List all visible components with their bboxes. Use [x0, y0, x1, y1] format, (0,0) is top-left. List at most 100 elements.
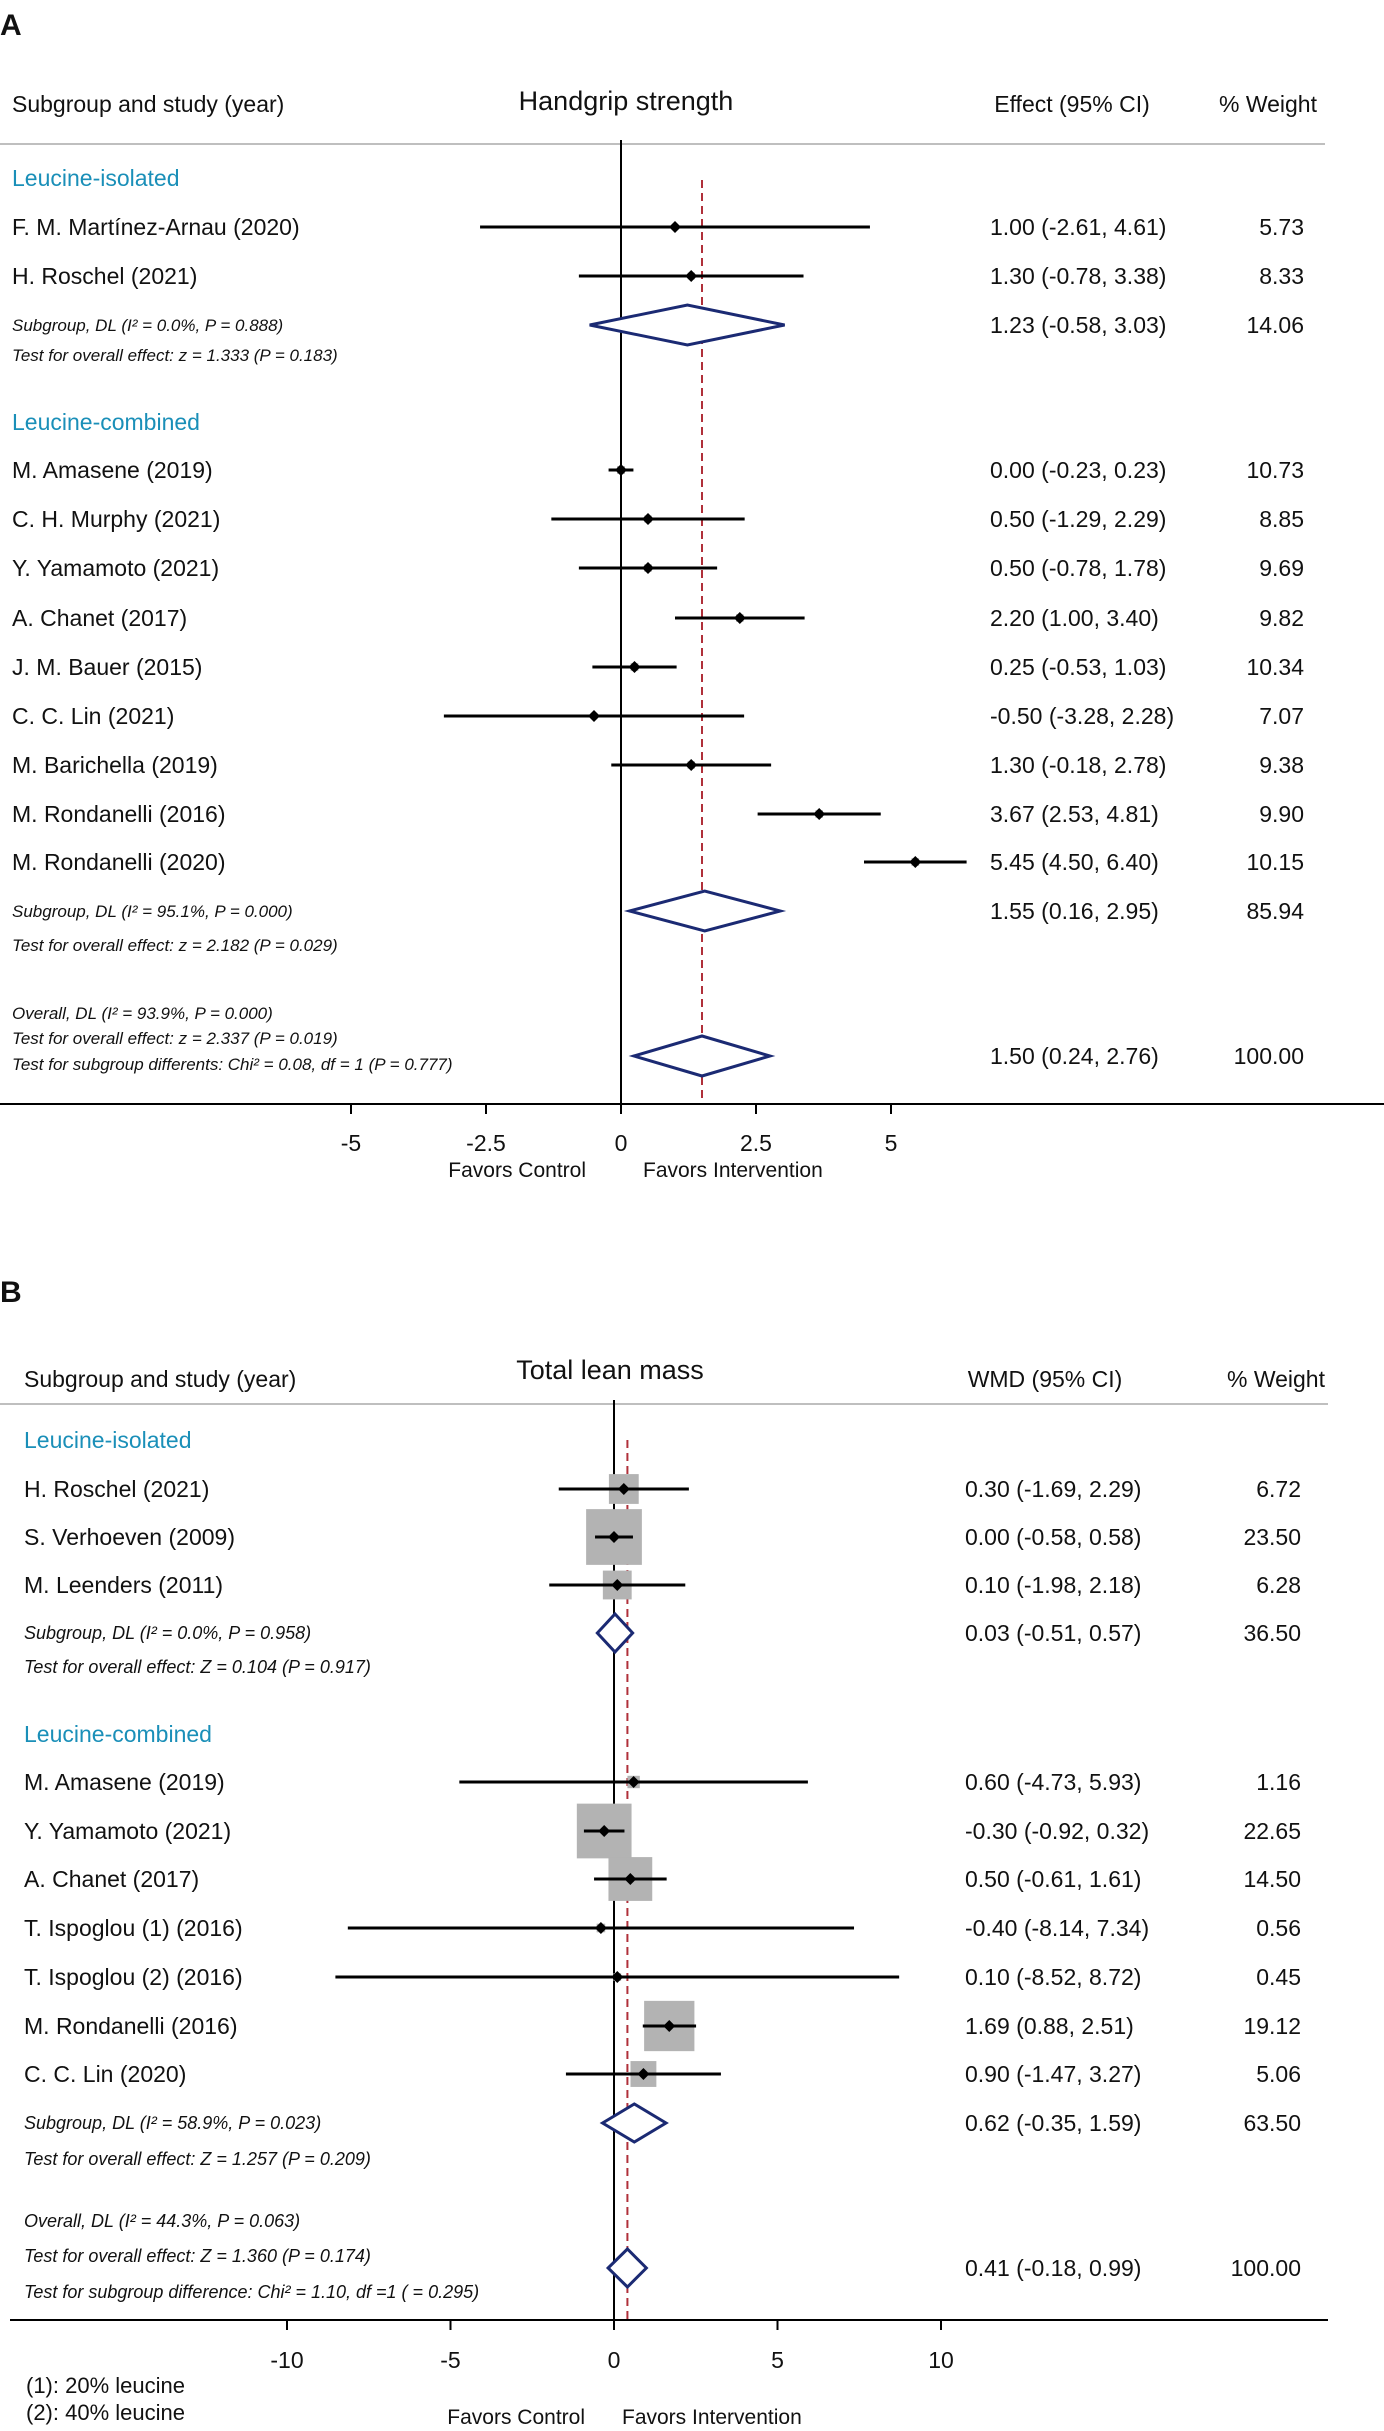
effect-value: 0.90 (-1.47, 3.27): [965, 2061, 1141, 2087]
favors-control-label: Favors Control: [448, 1159, 586, 1182]
weight-value: 14.50: [1243, 1866, 1301, 1892]
study-label: A. Chanet (2017): [12, 605, 187, 631]
study-label: T. Ispoglou (2) (2016): [24, 1964, 243, 1990]
study-label: M. Amasene (2019): [12, 457, 213, 483]
subgroup-heterogeneity: Subgroup, DL (I² = 0.0%, P = 0.888): [12, 316, 283, 335]
subgroup-diamond: [595, 1611, 635, 1655]
subgroup-heterogeneity: Subgroup, DL (I² = 0.0%, P = 0.958): [24, 1623, 311, 1643]
study-label: T. Ispoglou (1) (2016): [24, 1915, 243, 1941]
point-estimate-marker: [733, 612, 746, 624]
subgroup-heading: Leucine-combined: [12, 409, 200, 435]
column-header-study: Subgroup and study (year): [24, 1366, 296, 1392]
chart-title: Total lean mass: [516, 1355, 704, 1385]
subgroup-weight-value: 36.50: [1243, 1620, 1301, 1646]
point-estimate-marker: [642, 513, 654, 525]
study-label: M. Amasene (2019): [24, 1769, 225, 1795]
effect-value: 0.50 (-1.29, 2.29): [990, 506, 1166, 532]
point-estimate-marker: [615, 464, 627, 476]
subgroup-weight-value: 63.50: [1243, 2110, 1301, 2136]
overall-statistic: Test for subgroup difference: Chi² = 1.1…: [24, 2282, 479, 2302]
footnote: (2): 40% leucine: [26, 2400, 185, 2425]
column-header-effect: WMD (95% CI): [968, 1366, 1123, 1392]
point-estimate-marker: [611, 1971, 624, 1983]
point-estimate-marker: [608, 1531, 620, 1543]
subgroup-heterogeneity: Subgroup, DL (I² = 58.9%, P = 0.023): [24, 2113, 321, 2133]
study-label: M. Rondanelli (2016): [12, 801, 226, 827]
weight-value: 5.73: [1259, 214, 1304, 240]
overall-statistic: Test for overall effect: z = 2.337 (P = …: [12, 1029, 338, 1048]
subgroup-overall-effect-test: Test for overall effect: Z = 1.257 (P = …: [24, 2149, 371, 2169]
effect-value: 1.69 (0.88, 2.51): [965, 2013, 1134, 2039]
x-tick-label: 10: [928, 2347, 954, 2373]
study-label: F. M. Martínez-Arnau (2020): [12, 214, 300, 240]
x-tick-label: -5: [341, 1130, 361, 1156]
point-estimate-marker: [637, 2068, 650, 2080]
overall-statistic: Test for overall effect: Z = 1.360 (P = …: [24, 2246, 371, 2266]
subgroup-weight-value: 85.94: [1246, 898, 1304, 924]
weight-value: 9.90: [1259, 801, 1304, 827]
effect-value: -0.40 (-8.14, 7.34): [965, 1915, 1149, 1941]
weight-value: 9.69: [1259, 555, 1304, 581]
weight-value: 22.65: [1243, 1818, 1301, 1844]
subgroup-effect-value: 1.23 (-0.58, 3.03): [990, 312, 1166, 338]
study-label: M. Rondanelli (2016): [24, 2013, 238, 2039]
effect-value: -0.30 (-0.92, 0.32): [965, 1818, 1149, 1844]
subgroup-heading: Leucine-isolated: [24, 1427, 192, 1453]
study-label: C. C. Lin (2020): [24, 2061, 186, 2087]
effect-value: 0.00 (-0.23, 0.23): [990, 457, 1166, 483]
weight-value: 9.38: [1259, 752, 1304, 778]
overall-weight-value: 100.00: [1234, 1043, 1304, 1069]
weight-value: 19.12: [1243, 2013, 1301, 2039]
study-label: C. C. Lin (2021): [12, 703, 174, 729]
effect-value: 3.67 (2.53, 4.81): [990, 801, 1159, 827]
weight-value: 0.45: [1256, 1964, 1301, 1990]
x-tick-label: -2.5: [466, 1130, 506, 1156]
point-estimate-marker: [663, 2020, 676, 2032]
point-estimate-marker: [627, 1776, 640, 1788]
point-estimate-marker: [588, 710, 600, 722]
effect-value: 1.30 (-0.18, 2.78): [990, 752, 1166, 778]
point-estimate-marker: [611, 1579, 624, 1591]
point-estimate-marker: [624, 1873, 637, 1885]
favors-intervention-label: Favors Intervention: [643, 1159, 823, 1182]
point-estimate-marker: [598, 1825, 611, 1837]
subgroup-heading: Leucine-isolated: [12, 165, 180, 191]
subgroup-heterogeneity: Subgroup, DL (I² = 95.1%, P = 0.000): [12, 902, 293, 921]
weight-value: 10.73: [1246, 457, 1304, 483]
weight-value: 9.82: [1259, 605, 1304, 631]
point-estimate-marker: [628, 661, 641, 673]
overall-statistic: Test for subgroup differents: Chi² = 0.0…: [12, 1055, 453, 1074]
point-estimate-marker: [594, 1922, 607, 1934]
panel-label: B: [0, 1276, 22, 1309]
column-header-effect: Effect (95% CI): [994, 91, 1150, 117]
overall-diamond: [605, 2246, 649, 2290]
point-estimate-marker: [642, 562, 654, 574]
overall-diamond: [628, 1034, 776, 1078]
weight-value: 7.07: [1259, 703, 1304, 729]
study-label: A. Chanet (2017): [24, 1866, 199, 1892]
panel-label: A: [0, 9, 22, 42]
subgroup-heading: Leucine-combined: [24, 1721, 212, 1747]
subgroup-overall-effect-test: Test for overall effect: z = 1.333 (P = …: [12, 346, 338, 365]
overall-statistic: Overall, DL (I² = 44.3%, P = 0.063): [24, 2211, 300, 2231]
study-label: S. Verhoeven (2009): [24, 1524, 235, 1550]
point-estimate-marker: [685, 270, 698, 282]
x-tick-label: 2.5: [740, 1130, 772, 1156]
subgroup-effect-value: 1.55 (0.16, 2.95): [990, 898, 1159, 924]
weight-value: 6.28: [1256, 1572, 1301, 1598]
overall-effect-value: 0.41 (-0.18, 0.99): [965, 2255, 1141, 2281]
subgroup-effect-value: 0.62 (-0.35, 1.59): [965, 2110, 1141, 2136]
x-tick-label: 5: [771, 2347, 784, 2373]
study-label: Y. Yamamoto (2021): [24, 1818, 231, 1844]
weight-value: 10.15: [1246, 849, 1304, 875]
overall-statistic: Overall, DL (I² = 93.9%, P = 0.000): [12, 1004, 273, 1023]
effect-value: 0.00 (-0.58, 0.58): [965, 1524, 1141, 1550]
weight-value: 1.16: [1256, 1769, 1301, 1795]
point-estimate-marker: [669, 221, 681, 233]
effect-value: 1.00 (-2.61, 4.61): [990, 214, 1166, 240]
footnote: (1): 20% leucine: [26, 2373, 185, 2398]
study-label: J. M. Bauer (2015): [12, 654, 202, 680]
x-tick-label: 5: [885, 1130, 898, 1156]
effect-value: 0.60 (-4.73, 5.93): [965, 1769, 1141, 1795]
subgroup-diamond: [589, 303, 785, 347]
